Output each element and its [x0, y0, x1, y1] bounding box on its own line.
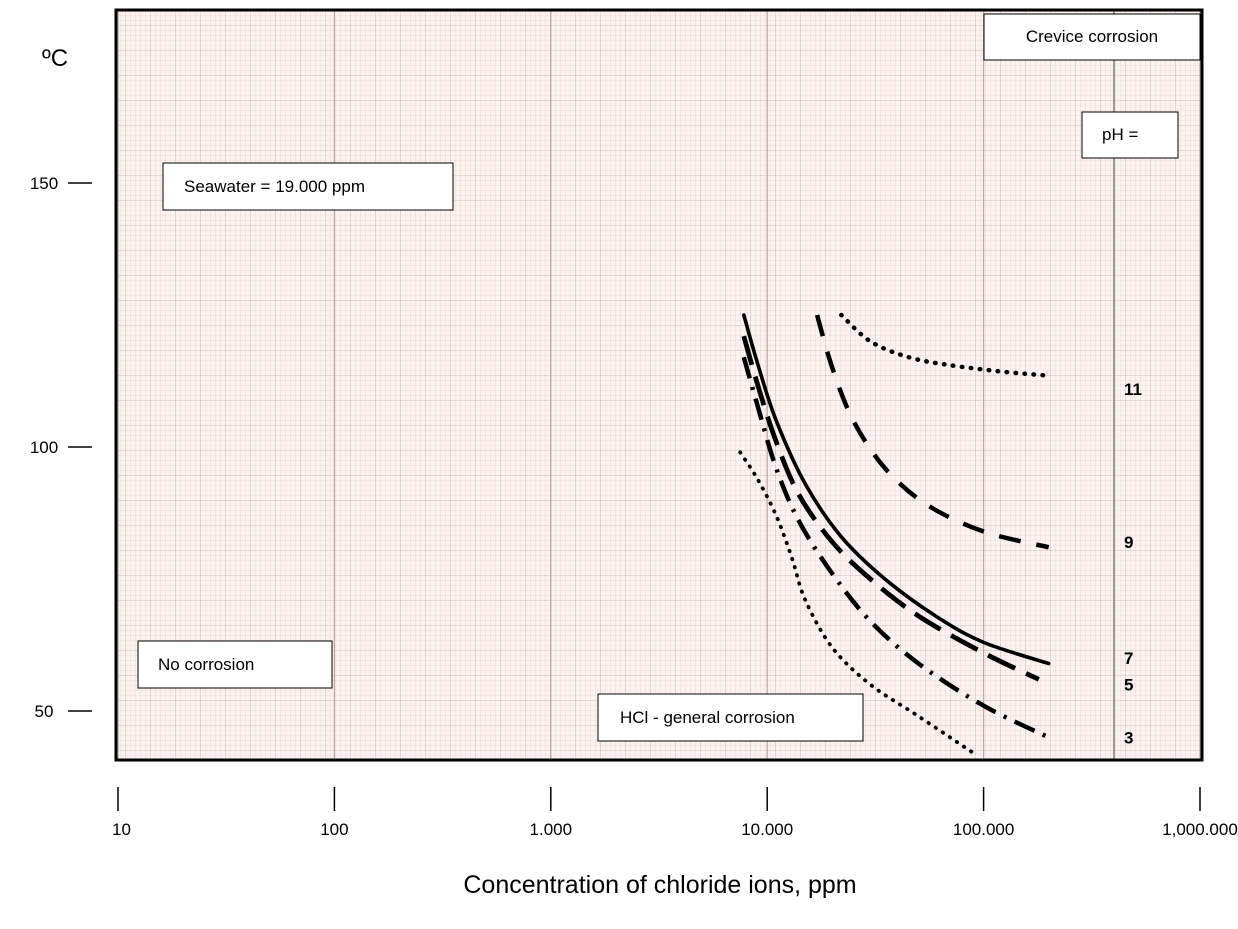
- annotation-crevice-text: Crevice corrosion: [1026, 27, 1158, 46]
- y-axis-label: ºC: [42, 45, 68, 72]
- series-line-ph-3: [741, 356, 1050, 740]
- plot-border: [114, 8, 1204, 762]
- annotation-seawater: Seawater = 19.000 ppm: [162, 162, 454, 211]
- x-tick-label: 100: [320, 820, 348, 839]
- annotation-hcl: HCl - general corrosion: [597, 693, 864, 742]
- plot-area: [114, 8, 1204, 762]
- y-tick-label: 150: [30, 174, 58, 193]
- x-axis-ticks: 10 100 1.000 10.000 100.000 1,000.000: [112, 787, 1238, 839]
- series-line-ph-11: [839, 312, 1051, 378]
- x-tick-label: 100.000: [953, 820, 1014, 839]
- decade-gridlines: [117, 10, 1201, 760]
- y-tick-label: 50: [35, 702, 54, 721]
- annotation-no-corrosion: No corrosion: [137, 640, 333, 689]
- x-tick-label: 10.000: [741, 820, 793, 839]
- x-axis-label: Concentration of chloride ions, ppm: [463, 871, 856, 899]
- y-axis-ticks: 50 100 150: [30, 174, 92, 721]
- x-tick-label: 10: [112, 820, 131, 839]
- x-tick-label: 1,000.000: [1162, 820, 1238, 839]
- series-label: 5: [1124, 676, 1133, 695]
- series-line-ph-9: [814, 314, 1050, 550]
- annotation-no-corrosion-text: No corrosion: [158, 655, 254, 674]
- annotation-seawater-text: Seawater = 19.000 ppm: [184, 177, 365, 196]
- series-labels: 11 9 7 5 3: [1124, 380, 1142, 747]
- y-tick-label: 100: [30, 438, 58, 457]
- series-line-ph-5: [741, 335, 1040, 682]
- annotation-ph-text: pH =: [1102, 125, 1138, 144]
- series-line-ph-7: [742, 313, 1051, 666]
- series-label: 3: [1124, 728, 1133, 747]
- x-tick-label: 1.000: [530, 820, 573, 839]
- series-label: 11: [1124, 380, 1142, 399]
- annotation-ph: pH =: [1081, 111, 1179, 159]
- annotation-hcl-text: HCl - general corrosion: [620, 708, 795, 727]
- series-layer: [738, 312, 1051, 756]
- annotation-crevice: Crevice corrosion: [983, 13, 1201, 61]
- series-label: 7: [1124, 649, 1133, 668]
- series-line-unlabeled: [738, 450, 976, 756]
- series-label: 9: [1124, 533, 1133, 552]
